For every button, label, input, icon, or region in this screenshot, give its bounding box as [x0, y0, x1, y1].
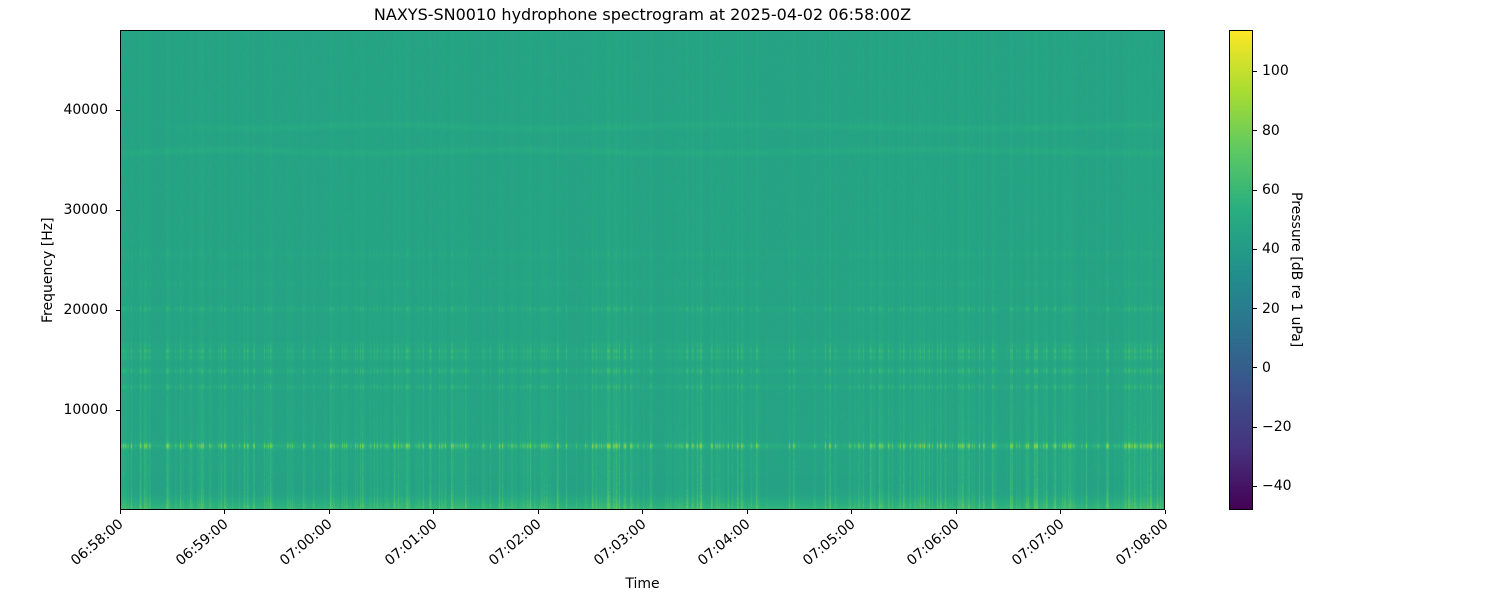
x-tick-mark	[642, 510, 643, 514]
x-tick-label: 07:01:00	[381, 516, 441, 569]
colorbar-gradient	[1229, 30, 1253, 510]
y-tick-mark	[116, 109, 120, 111]
x-tick-label: 07:06:00	[904, 516, 963, 569]
x-tick-label: 07:00:00	[277, 516, 336, 569]
y-axis-label: Frequency [Hz]	[40, 217, 56, 323]
x-tick-label: 07:03:00	[590, 516, 650, 569]
x-tick-label: 07:05:00	[799, 516, 859, 569]
colorbar-tick-mark	[1253, 130, 1257, 132]
x-axis-label: Time	[625, 576, 660, 592]
colorbar-tick-mark	[1253, 426, 1257, 428]
colorbar-tick-mark	[1253, 189, 1257, 191]
colorbar-tick-label: 40	[1262, 241, 1280, 258]
y-tick-mark	[116, 209, 120, 211]
x-tick-mark	[537, 510, 539, 514]
y-tick-label: 30000	[63, 202, 108, 218]
x-tick-label: 07:08:00	[1113, 516, 1172, 569]
y-tick-label: 40000	[63, 102, 108, 118]
colorbar-tick-mark	[1253, 248, 1257, 250]
colorbar-tick-label: 80	[1262, 122, 1280, 139]
x-tick-label: 06:59:00	[172, 516, 232, 569]
colorbar-tick-mark	[1253, 308, 1257, 310]
colorbar-tick-mark	[1253, 70, 1257, 72]
colorbar-label: Pressure [dB re 1 uPa]	[1288, 192, 1304, 348]
x-tick-mark	[119, 510, 121, 514]
x-tick-mark	[1164, 510, 1166, 514]
colorbar-tick-label: 60	[1262, 182, 1280, 198]
y-tick-mark	[116, 309, 120, 311]
x-tick-mark	[746, 510, 748, 514]
plot-title: NAXYS-SN0010 hydrophone spectrogram at 2…	[373, 5, 912, 24]
y-tick-mark	[116, 409, 120, 411]
x-tick-mark	[1060, 510, 1061, 514]
colorbar-tick-mark	[1253, 485, 1257, 487]
y-tick-label: 10000	[63, 402, 108, 418]
spectrogram-image	[120, 30, 1165, 510]
spectrogram-plot-area	[120, 30, 1165, 510]
x-tick-mark	[224, 510, 225, 514]
x-tick-mark	[328, 510, 330, 514]
colorbar-tick-label: 100	[1262, 63, 1289, 80]
x-tick-mark	[433, 510, 434, 514]
colorbar-tick-mark	[1253, 367, 1257, 369]
colorbar-tick-label: 0	[1262, 359, 1271, 376]
y-tick-label: 20000	[63, 302, 108, 318]
x-tick-mark	[851, 510, 852, 514]
colorbar-tick-label: 20	[1262, 300, 1280, 317]
x-tick-mark	[955, 510, 957, 514]
x-tick-label: 07:02:00	[486, 516, 545, 569]
x-tick-label: 07:04:00	[695, 516, 754, 569]
colorbar-tick-label: −40	[1262, 478, 1292, 495]
x-tick-label: 06:58:00	[68, 516, 127, 569]
colorbar-tick-label: −20	[1262, 419, 1292, 436]
x-tick-label: 07:07:00	[1008, 516, 1068, 569]
